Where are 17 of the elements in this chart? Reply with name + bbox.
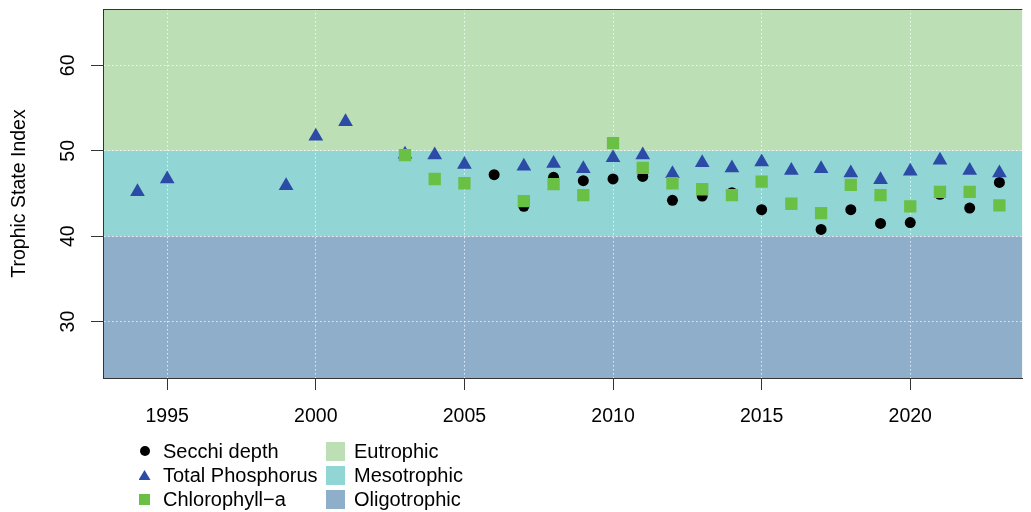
x-tick-label: 2005	[442, 404, 487, 427]
legend-label: Eutrophic	[354, 440, 439, 462]
y-axis-title: Trophic State Index	[7, 109, 30, 278]
y-tick-label: 30	[55, 310, 78, 333]
x-tick-label: 2000	[294, 404, 338, 427]
x-tick-label: 2010	[591, 404, 635, 427]
y-tick-label: 60	[55, 54, 78, 77]
legend-label: Chlorophyll−a	[163, 488, 286, 510]
y-tick-label: 50	[55, 139, 78, 162]
x-tick-label: 1995	[145, 404, 190, 427]
legend-label: Secchi depth	[163, 440, 279, 462]
legend-label: Mesotrophic	[354, 464, 463, 486]
x-tick-label: 2020	[888, 404, 933, 427]
legend-label: Total Phosphorus	[163, 464, 318, 486]
y-tick-label: 40	[55, 225, 78, 248]
legend-label: Oligotrophic	[354, 488, 461, 510]
x-tick-label: 2015	[739, 404, 784, 427]
